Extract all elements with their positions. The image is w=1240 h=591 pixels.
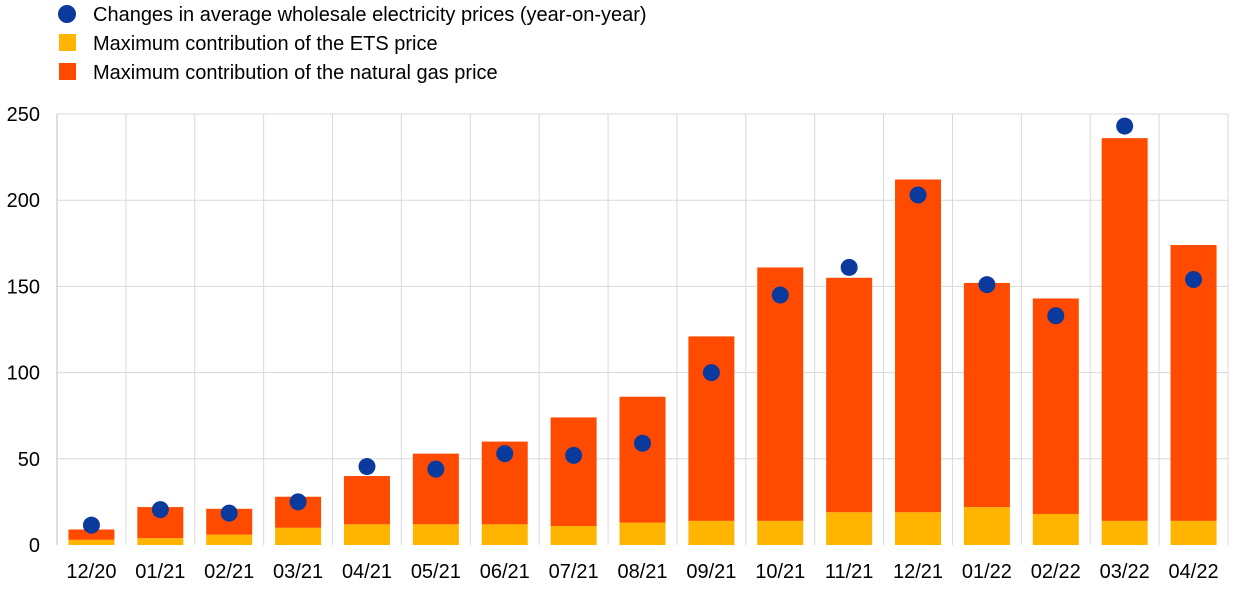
bar-gas-12-20 [68, 529, 115, 540]
dot-08-21 [634, 434, 651, 452]
bar-gas-08-21 [619, 396, 666, 523]
legend-item-gas: Maximum contribution of the natural gas … [59, 62, 498, 84]
dot-04-21 [358, 458, 376, 476]
x-tick-label: 07/21 [549, 561, 599, 583]
legend-label-gas: Maximum contribution of the natural gas … [93, 62, 498, 84]
bar-ets-01-22 [963, 507, 1010, 545]
bar-ets-09-21 [688, 520, 735, 545]
bar-ets-06-21 [481, 524, 528, 545]
x-tick-label: 10/21 [755, 561, 805, 583]
bar-ets-10-21 [757, 520, 804, 545]
dot-02-22 [1047, 307, 1065, 325]
legend-item-dots: Changes in average wholesale electricity… [58, 4, 647, 26]
x-tick-label: 06/21 [480, 561, 530, 583]
dot-10-21 [771, 286, 789, 304]
legend-marker-ets [59, 34, 76, 51]
x-tick-label: 01/22 [962, 561, 1012, 583]
bar-ets-04-21 [343, 524, 390, 545]
bar-ets-05-21 [412, 524, 459, 545]
dot-03-21 [289, 493, 307, 511]
legend-item-ets: Maximum contribution of the ETS price [59, 33, 438, 55]
y-gridlines [56, 113, 1229, 545]
dot-03-22 [1116, 117, 1134, 135]
y-tick-label: 150 [7, 276, 40, 298]
x-tick-label: 03/22 [1100, 561, 1150, 583]
x-tick-label: 08/21 [617, 561, 667, 583]
bar-gas-10-21 [757, 267, 804, 521]
dot-01-21 [151, 501, 169, 519]
bar-ets-03-22 [1101, 520, 1148, 545]
x-tick-label: 05/21 [411, 561, 461, 583]
bar-ets-01-21 [137, 538, 184, 545]
dot-06-21 [496, 445, 514, 463]
dot-02-21 [220, 504, 238, 522]
dot-11-21 [840, 258, 858, 276]
dot-09-21 [702, 364, 720, 382]
bar-gas-04-22 [1170, 245, 1217, 521]
bar-ets-12-21 [895, 512, 942, 545]
y-axis: 0 50 100 150 200 250 [7, 104, 40, 557]
y-tick-label: 250 [7, 104, 40, 126]
dot-01-22 [978, 276, 996, 294]
bar-ets-02-21 [206, 534, 253, 545]
bar-gas-01-22 [963, 282, 1010, 508]
legend-marker-dots [58, 5, 76, 23]
stacked-bars [68, 138, 1217, 545]
dot-05-21 [427, 460, 445, 478]
bar-ets-08-21 [619, 522, 666, 545]
bar-gas-07-21 [550, 417, 597, 527]
x-axis: 12/20 01/21 02/21 03/21 04/21 05/21 06/21 07/21… [66, 561, 1218, 583]
bar-ets-02-22 [1032, 513, 1079, 545]
x-tick-label: 12/21 [893, 561, 943, 583]
dot-12-21 [909, 186, 927, 204]
x-tick-label: 04/22 [1169, 561, 1219, 583]
dot-12-20 [82, 516, 100, 534]
x-tick-label: 01/21 [135, 561, 185, 583]
x-tick-label: 02/21 [204, 561, 254, 583]
y-tick-label: 0 [29, 535, 40, 557]
bar-gas-12-21 [895, 179, 942, 513]
dot-07-21 [565, 446, 583, 464]
legend-marker-gas [59, 63, 76, 80]
bar-gas-02-22 [1032, 298, 1079, 514]
x-tick-label: 09/21 [686, 561, 736, 583]
x-tick-label: 02/22 [1031, 561, 1081, 583]
bar-ets-12-20 [68, 539, 115, 545]
bar-ets-03-21 [275, 527, 322, 545]
bar-ets-04-22 [1170, 520, 1217, 545]
bar-gas-04-21 [343, 476, 390, 525]
legend: Changes in average wholesale electricity… [58, 4, 647, 84]
x-tick-label: 11/21 [825, 561, 874, 583]
x-tick-label: 04/21 [342, 561, 392, 583]
electricity-price-dots [82, 117, 1203, 534]
y-tick-label: 50 [18, 449, 40, 471]
bar-ets-11-21 [826, 512, 873, 545]
x-tick-label: 03/21 [273, 561, 323, 583]
bar-ets-07-21 [550, 526, 597, 545]
y-tick-label: 100 [7, 363, 40, 385]
bar-gas-03-22 [1101, 138, 1148, 521]
bar-gas-11-21 [826, 277, 873, 513]
dot-04-22 [1185, 271, 1203, 289]
legend-label-dots: Changes in average wholesale electricity… [93, 4, 647, 26]
y-tick-label: 200 [7, 190, 40, 212]
x-tick-label: 12/20 [66, 561, 116, 583]
legend-label-ets: Maximum contribution of the ETS price [93, 33, 438, 55]
bar-gas-09-21 [688, 336, 735, 521]
